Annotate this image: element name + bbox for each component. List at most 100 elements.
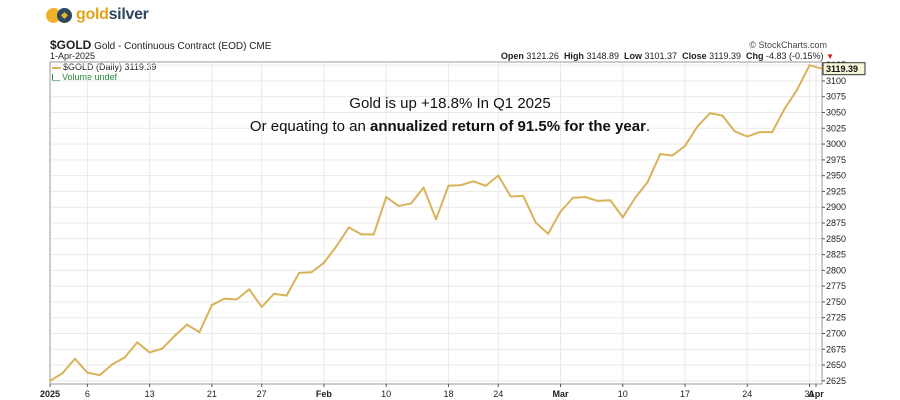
y-tick-label: 2650 — [826, 360, 846, 370]
data-point — [61, 372, 64, 375]
price-line-segment — [733, 130, 749, 138]
ohlc-readout: Open 3121.26 High 3148.89 Low 3101.37 Cl… — [501, 51, 834, 61]
data-point — [111, 363, 114, 366]
data-point — [148, 351, 151, 354]
price-line-segment — [671, 144, 687, 157]
price-line-segment — [410, 186, 425, 205]
price-line-segment — [235, 288, 251, 301]
price-line-segment — [148, 347, 164, 354]
low-label: Low — [624, 51, 643, 61]
brand-logo: goldsilver — [46, 6, 149, 24]
data-point — [460, 184, 462, 187]
data-point — [123, 356, 126, 359]
data-point — [509, 195, 512, 198]
price-line-segment — [310, 261, 325, 274]
close-value: 3119.39 — [709, 51, 741, 61]
data-point — [659, 153, 662, 156]
down-arrow-icon: ▼ — [826, 52, 834, 61]
x-tick-label: 2025 — [40, 389, 60, 399]
data-point — [410, 202, 412, 205]
data-point — [621, 216, 624, 219]
symbol: $GOLD — [50, 38, 92, 52]
price-line-segment — [696, 112, 711, 128]
price-line-segment — [571, 196, 587, 199]
last-value-tag: 3119.39 — [822, 62, 866, 76]
data-point — [260, 306, 263, 308]
y-tick-label: 2675 — [826, 344, 846, 354]
price-line-segment — [547, 210, 562, 235]
data-point — [198, 331, 201, 334]
data-point — [273, 292, 276, 295]
data-point — [372, 233, 375, 236]
y-tick-label: 3050 — [826, 108, 846, 118]
price-line-segment — [322, 245, 338, 264]
y-tick-label: 2750 — [826, 297, 846, 307]
y-tick-label: 2925 — [826, 186, 846, 196]
data-point — [559, 210, 562, 213]
data-point — [746, 135, 749, 138]
y-tick-label: 2875 — [826, 218, 846, 228]
open-label: Open — [500, 51, 524, 61]
data-point — [435, 218, 437, 221]
data-point — [347, 226, 350, 229]
annotation-line-2-suffix: . — [645, 118, 651, 135]
x-tick-label: 31 — [805, 389, 815, 399]
high-value: 3148.89 — [586, 51, 619, 61]
price-line-segment — [559, 196, 574, 213]
close-label: Close — [682, 51, 707, 61]
data-point — [210, 304, 213, 306]
price-line-segment — [397, 202, 413, 207]
y-tick-label: 2900 — [826, 202, 846, 212]
data-point — [709, 112, 711, 115]
x-tick-label: 6 — [85, 389, 90, 399]
price-line-segment — [73, 357, 89, 374]
high-label: High — [563, 51, 584, 61]
price-line-segment — [484, 174, 500, 187]
data-point — [385, 196, 388, 199]
last-value-box — [822, 62, 866, 76]
silver-coin-icon — [57, 7, 72, 23]
y-tick-label: 3100 — [826, 76, 846, 86]
y-tick-label: 2700 — [826, 328, 846, 338]
data-point — [49, 379, 51, 382]
data-point — [447, 184, 450, 187]
open-value: 3121.26 — [526, 51, 559, 61]
data-point — [422, 186, 425, 189]
price-line-segment — [621, 196, 637, 219]
data-point — [223, 297, 226, 300]
price-line-segment — [98, 363, 114, 377]
annotation-line-2-prefix: Or equating to an — [249, 118, 370, 135]
price-line-segment — [746, 131, 761, 138]
y-tick-label: 2850 — [826, 234, 846, 244]
price-line-segment — [684, 125, 699, 147]
data-point — [161, 347, 163, 350]
price-line-segment — [472, 180, 487, 187]
brand-name: goldsilver — [76, 6, 149, 24]
data-point — [634, 196, 637, 199]
y-tick-label: 2775 — [826, 281, 846, 291]
data-point — [248, 288, 251, 291]
data-point — [584, 196, 587, 199]
data-point — [285, 294, 288, 297]
price-line-segment — [783, 88, 799, 110]
price-line-segment — [210, 297, 226, 307]
data-point — [547, 232, 549, 235]
data-point — [721, 114, 724, 117]
x-tick-label: 27 — [257, 389, 267, 399]
data-point — [186, 323, 188, 326]
data-point — [534, 221, 537, 224]
x-tick-label: 24 — [493, 389, 503, 399]
price-line-segment — [372, 196, 388, 236]
data-point — [484, 184, 487, 187]
brand-gold-word: gold — [76, 6, 109, 23]
x-tick-label: 21 — [207, 389, 217, 399]
data-point — [808, 64, 811, 67]
price-line-segment — [634, 180, 649, 199]
price-line-segment — [173, 323, 188, 338]
price-line-segment — [335, 226, 350, 248]
price-line-segment — [123, 341, 139, 359]
price-line-segment — [796, 64, 811, 91]
price-line-segment — [198, 304, 213, 334]
